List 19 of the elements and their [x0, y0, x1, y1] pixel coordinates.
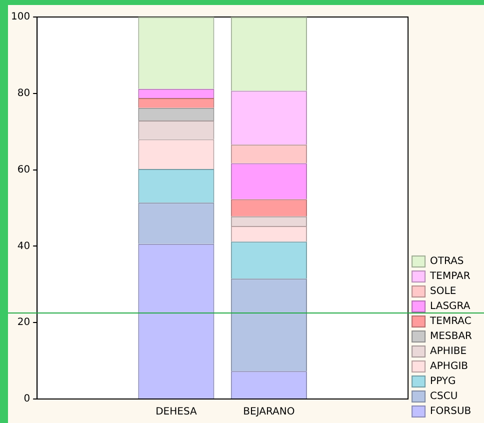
legend-label: MESBAR [430, 331, 472, 342]
legend-label: FORSUB [430, 406, 472, 418]
y-tick-label: 40 [17, 240, 30, 252]
y-tick-label: 60 [17, 164, 30, 176]
legend-label: APHGIB [430, 361, 468, 372]
x-tick-label: BEJARANO [243, 406, 295, 418]
legend-label: APHIBE [430, 346, 467, 358]
legend-label: CSCU [430, 391, 458, 402]
legend-label: LASGRA [430, 301, 470, 312]
y-tick-label: 80 [17, 88, 30, 99]
y-tick-label: 0 [24, 394, 30, 405]
legend-label: TEMRAC [429, 316, 472, 328]
legend-label: PPYG [430, 376, 456, 388]
y-tick-label: 20 [17, 317, 30, 328]
legend-label: SOLE [430, 286, 456, 298]
y-tick-label: 100 [10, 12, 30, 23]
legend-label: TEMPAR [429, 271, 470, 282]
x-tick-label: DEHESA [156, 406, 197, 418]
legend-label: OTRAS [430, 256, 464, 268]
